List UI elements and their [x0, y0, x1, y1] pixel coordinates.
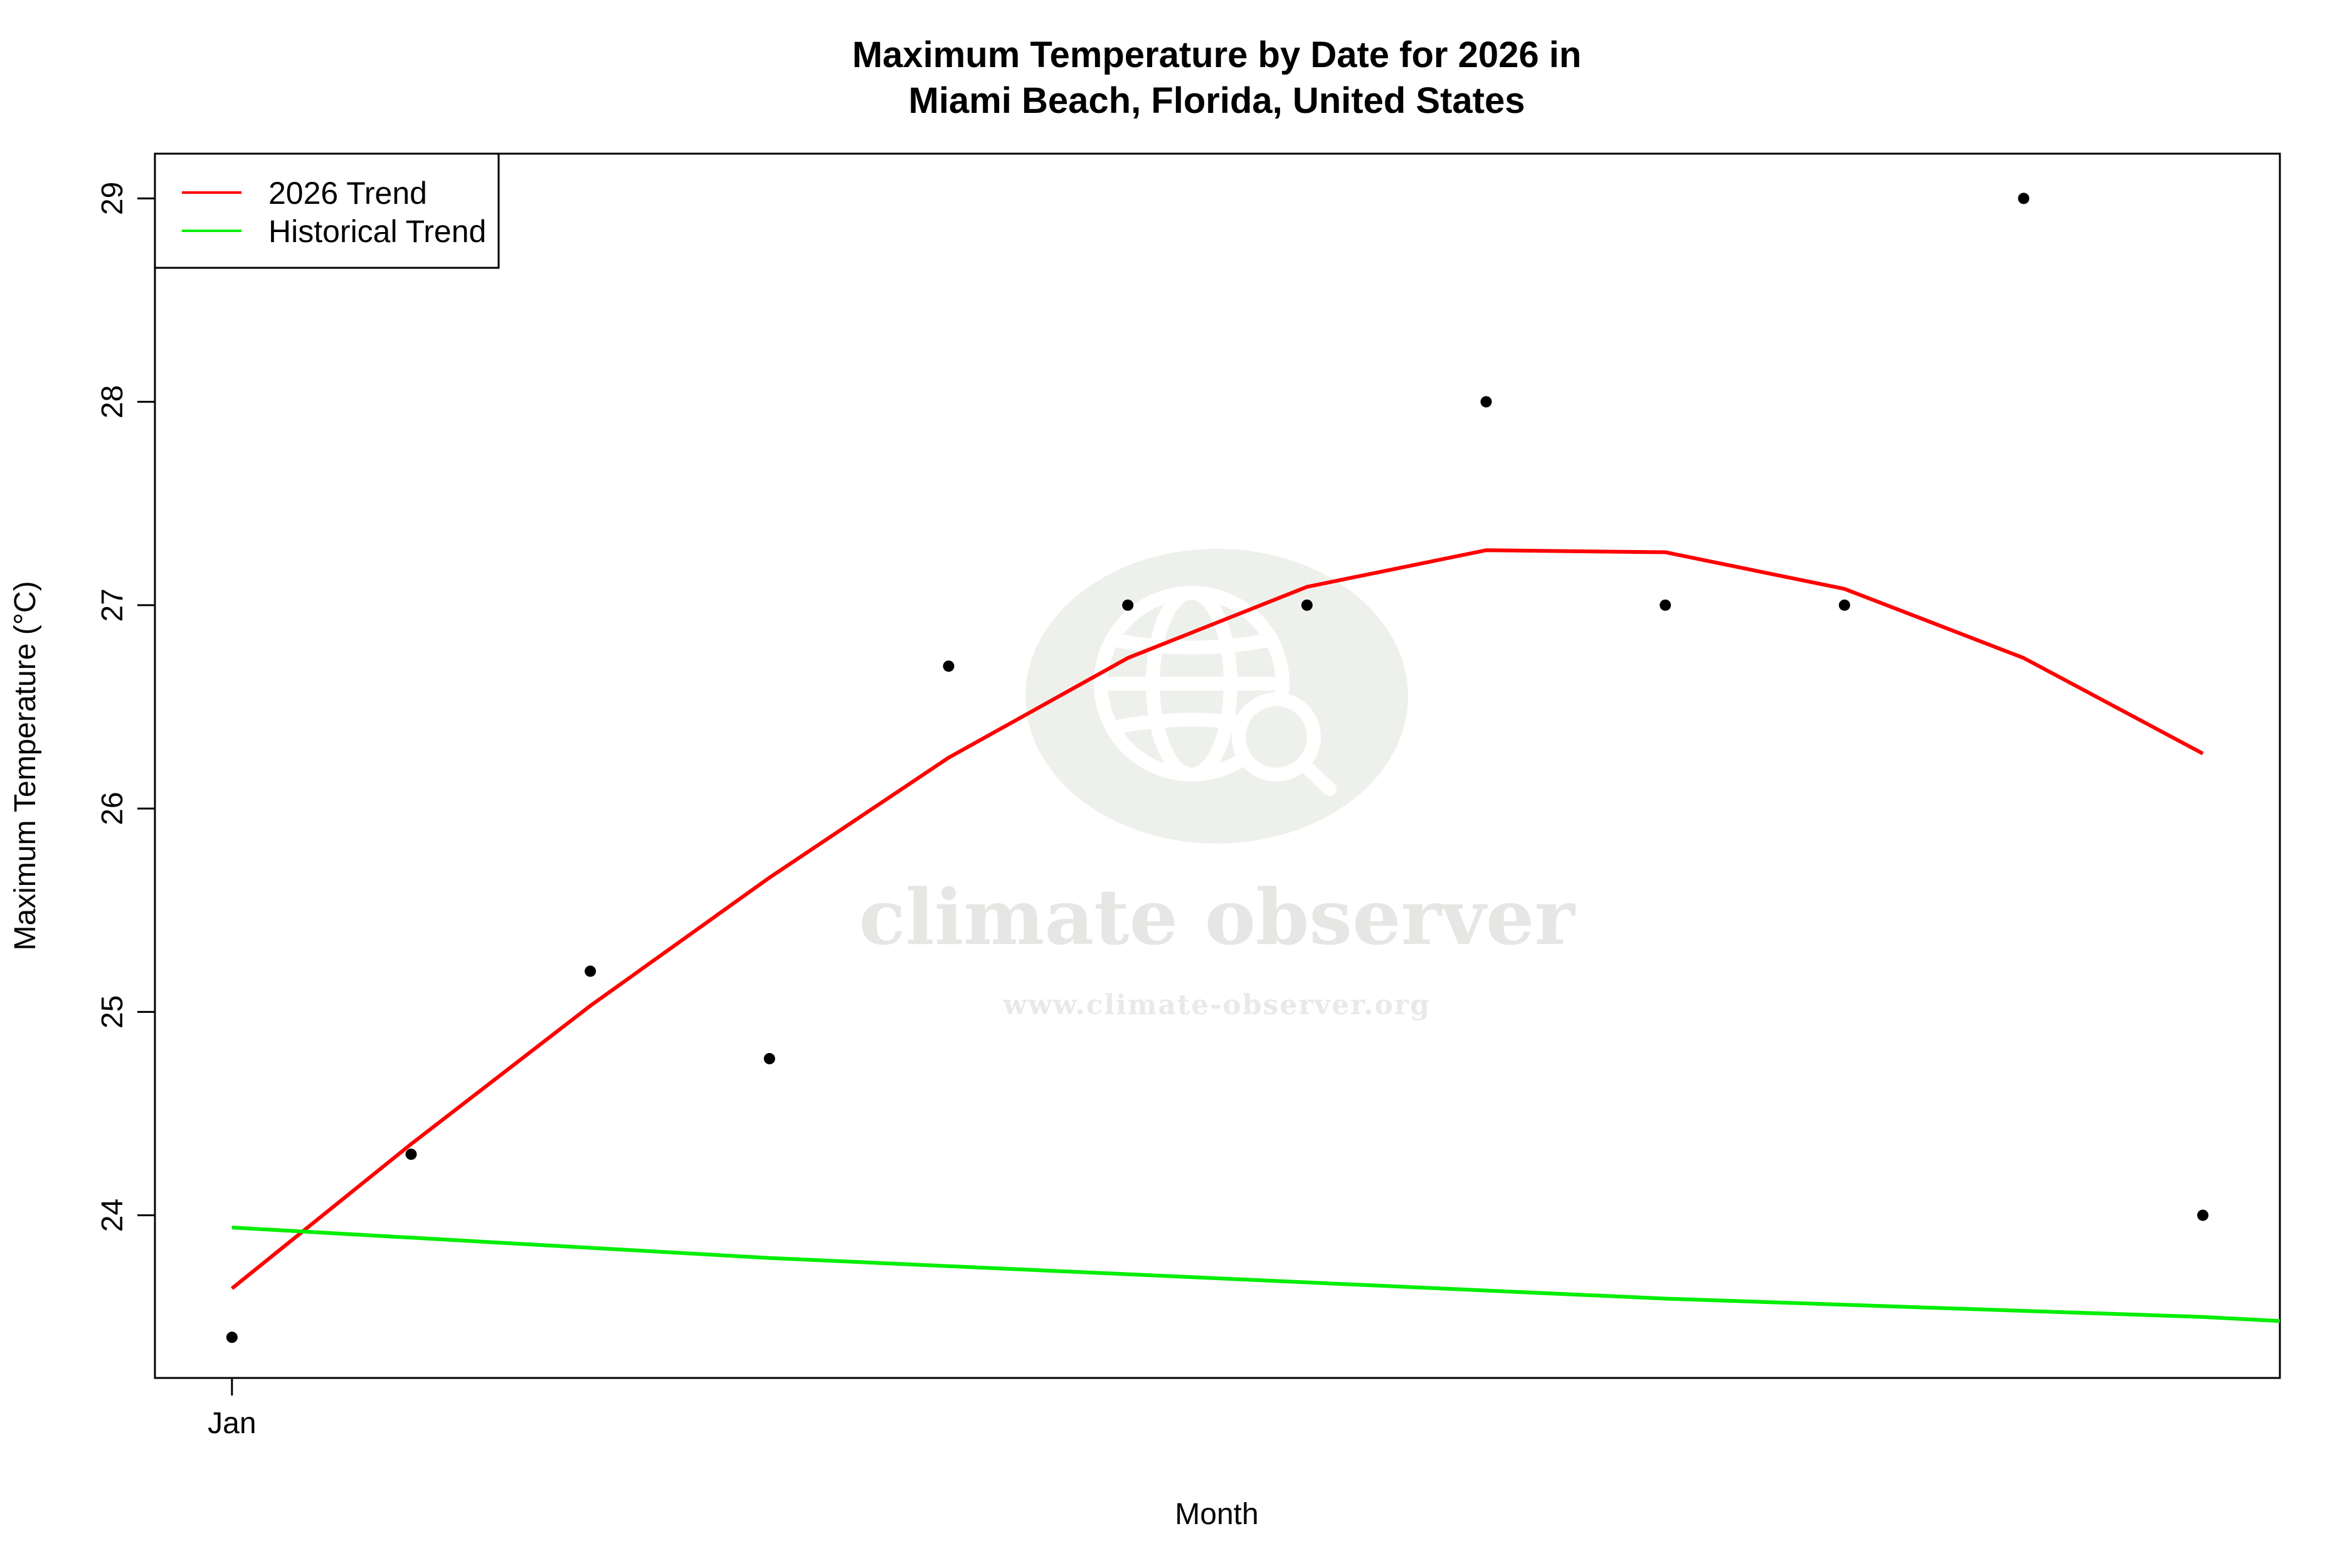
data-point	[763, 1052, 775, 1064]
chart-title-line1: Maximum Temperature by Date for 2026 in	[852, 34, 1582, 75]
data-point	[405, 1148, 417, 1160]
y-tick-label: 28	[96, 385, 129, 418]
data-point	[585, 965, 596, 977]
x-tick-label: Jan	[208, 1407, 256, 1440]
legend: 2026 Trend Historical Trend	[154, 152, 500, 269]
y-axis: 24 25 26 27 28 29	[96, 182, 156, 1232]
data-point	[2018, 193, 2030, 204]
series-line-2026-trend	[230, 548, 2204, 1290]
legend-label-historical-trend: Historical Trend	[268, 214, 486, 249]
y-tick-label: 27	[96, 588, 129, 622]
y-tick-label: 25	[96, 995, 129, 1029]
x-axis-label: Month	[1175, 1498, 1258, 1531]
data-point	[226, 1332, 238, 1343]
series-layer	[230, 548, 2280, 1323]
y-tick-label: 29	[96, 182, 129, 215]
watermark-name: climate observer	[859, 872, 1576, 962]
y-axis-label: Maximum Temperature (°C)	[9, 581, 42, 950]
observed-points	[226, 193, 2209, 1343]
data-point	[1838, 599, 1850, 611]
data-point	[1660, 599, 1671, 611]
data-point	[2197, 1209, 2209, 1221]
y-tick-label: 24	[96, 1199, 129, 1232]
globe-search-icon	[1094, 586, 1337, 796]
series-line-historical-trend	[231, 1226, 2280, 1323]
watermark: climate observer www.climate-observer.or…	[859, 549, 1576, 1021]
legend-box	[154, 152, 500, 269]
watermark-url: www.climate-observer.org	[1002, 989, 1431, 1021]
legend-label-2026-trend: 2026 Trend	[268, 176, 427, 211]
chart-title-line2: Miami Beach, Florida, United States	[909, 80, 1525, 121]
data-point	[943, 660, 955, 672]
x-axis: Jan	[208, 1378, 257, 1440]
y-tick-label: 26	[96, 792, 129, 825]
data-point	[1301, 599, 1313, 611]
data-point	[1122, 599, 1134, 611]
data-point	[1480, 396, 1492, 408]
